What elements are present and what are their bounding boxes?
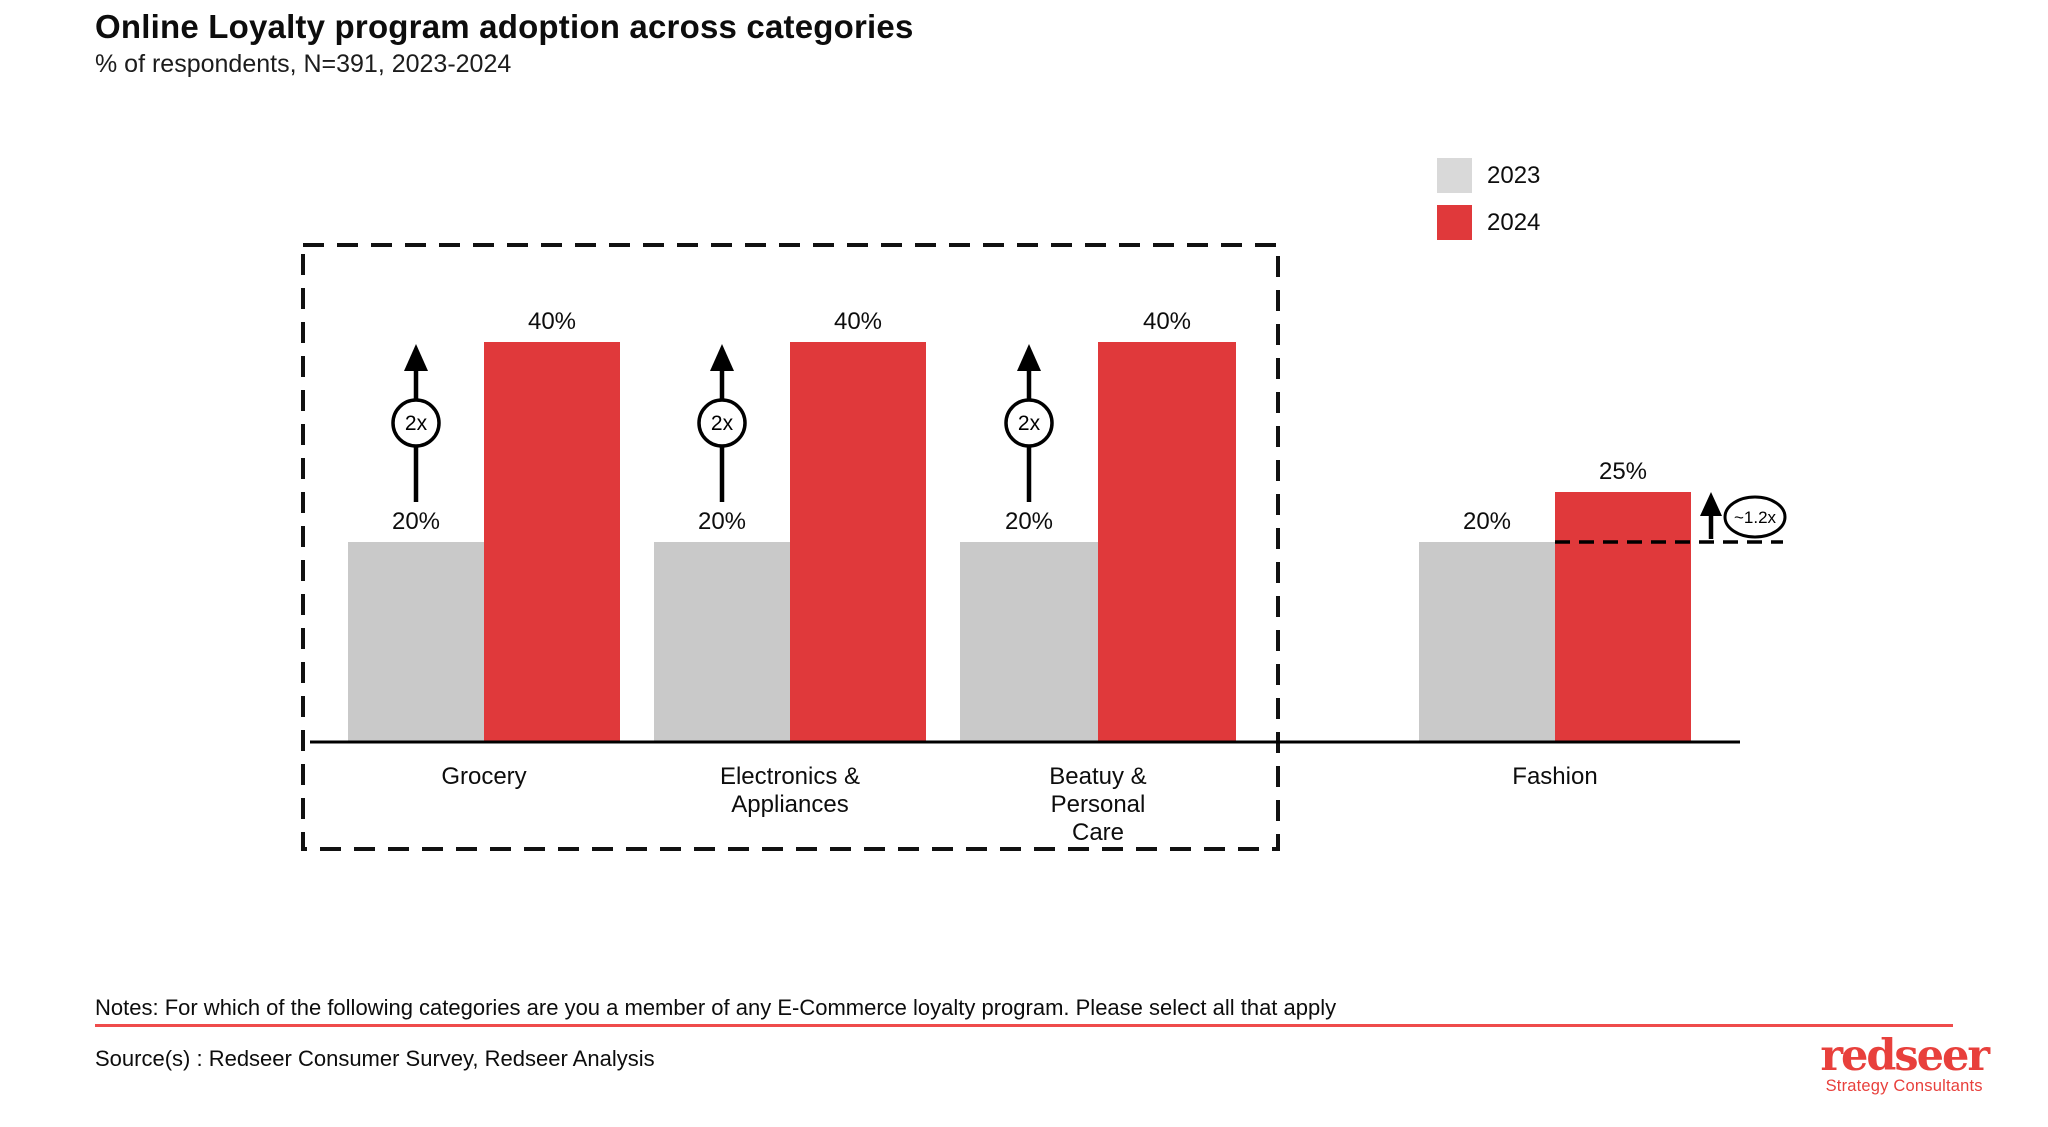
bar-2023-electronics-appliances	[654, 542, 790, 742]
value-label-2023-beatuy-personal-care: 20%	[1004, 508, 1054, 535]
legend-swatch-2023	[1437, 158, 1472, 193]
bar-2023-grocery	[348, 542, 484, 742]
page-subtitle: % of respondents, N=391, 2023-2024	[95, 50, 512, 78]
legend-swatch-2024	[1437, 205, 1472, 240]
value-label-2024-fashion: 25%	[1598, 458, 1648, 485]
value-label-2023-fashion: 20%	[1462, 508, 1512, 535]
redseer-logo: redseer Strategy Consultants	[1820, 1031, 1990, 1096]
bar-2023-beatuy-personal-care	[960, 542, 1098, 742]
value-label-2023-grocery: 20%	[391, 508, 441, 535]
bar-2023-fashion	[1419, 542, 1555, 742]
footer-divider	[95, 1024, 1953, 1027]
multiplier-label: 2x	[405, 412, 428, 435]
multiplier-ellipse	[1723, 495, 1787, 539]
source-text: Source(s) : Redseer Consumer Survey, Red…	[95, 1046, 655, 1071]
category-label-line: Electronics &	[719, 763, 861, 790]
category-label-line: Beatuy &	[1049, 763, 1147, 790]
fashion-multiplier-label: ~1.2x	[1734, 508, 1777, 527]
legend-label: 2024	[1487, 209, 1541, 236]
bar-2024-fashion	[1555, 492, 1691, 742]
growth-arrow-grocery: 2x	[391, 344, 441, 502]
category-label-line: Personal	[1050, 791, 1146, 818]
value-label-2023-electronics-appliances: 20%	[697, 508, 747, 535]
page-title: Online Loyalty program adoption across c…	[95, 8, 914, 45]
growth-arrow-beatuy-personal-care: 2x	[1004, 344, 1054, 502]
growth-arrow-electronics-appliances: 2x	[697, 344, 747, 502]
multiplier-label: 2x	[1018, 412, 1041, 435]
multiplier-circle	[391, 398, 441, 448]
multiplier-circle	[697, 398, 747, 448]
category-label-line: Fashion	[1512, 763, 1598, 790]
notes-text: Notes: For which of the following catego…	[95, 995, 1337, 1020]
category-label-electronics-appliances: Electronics & Appliances	[670, 763, 910, 819]
category-label-grocery: Grocery	[364, 763, 604, 791]
category-label-fashion: Fashion	[1435, 763, 1675, 791]
multiplier-circle	[1004, 398, 1054, 448]
category-label-line: Grocery	[441, 763, 527, 790]
value-label-2024-beatuy-personal-care: 40%	[1142, 308, 1192, 335]
category-label-beatuy-personal-care: Beatuy & Personal Care	[978, 763, 1218, 847]
bar-2024-electronics-appliances	[790, 342, 926, 742]
value-label-2024-electronics-appliances: 40%	[833, 308, 883, 335]
logo-wordmark: redseer	[1820, 1031, 1990, 1081]
multiplier-label: 2x	[711, 412, 734, 435]
category-label-line: Care	[1071, 819, 1125, 846]
bar-2024-beatuy-personal-care	[1098, 342, 1236, 742]
category-label-line: Appliances	[731, 791, 849, 818]
value-label-2024-grocery: 40%	[527, 308, 577, 335]
bar-2024-grocery	[484, 342, 620, 742]
legend-label: 2023	[1487, 162, 1541, 189]
logo-tagline: Strategy Consultants	[1825, 1077, 1983, 1095]
